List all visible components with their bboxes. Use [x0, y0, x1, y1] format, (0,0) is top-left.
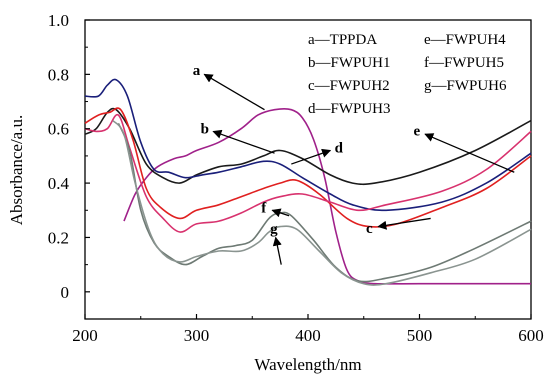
x-tick-label: 500: [407, 326, 433, 345]
y-tick-label: 0.8: [48, 65, 69, 84]
y-tick-label: 0.6: [48, 120, 69, 139]
legend-entry: a—TPPDA: [308, 32, 377, 48]
annotation-layer: a b d e c fg: [193, 63, 515, 265]
series-line-fwpuh6: [112, 120, 532, 286]
y-tick-label: 1.0: [48, 11, 69, 30]
y-tick-label: 0.2: [48, 228, 69, 247]
series-line-fwpuh4: [84, 113, 532, 233]
legend-entry: d—FWPUH3: [308, 101, 391, 117]
annotation-arrow-e: [424, 133, 515, 173]
y-axis-label: Absorbance/a.u.: [7, 115, 26, 225]
annotation-label-c: c: [366, 221, 373, 237]
legend-entry: g—FWPUH6: [424, 78, 507, 94]
annotation-arrow-g: [272, 236, 282, 265]
annotation-arrow-c: [377, 217, 431, 230]
annotation-arrow-f: [271, 208, 290, 218]
annotation-label-a: a: [193, 63, 201, 79]
legend: a—TPPDA b—FWPUH1 c—FWPUH2 d—FWPUH3 e—FWPUH4 f…: [308, 32, 507, 117]
annotation-arrow-d: [291, 148, 332, 165]
x-tick-label: 600: [518, 326, 544, 345]
legend-entry: c—FWPUH2: [308, 78, 390, 94]
y-tick-label: 0.4: [48, 174, 70, 193]
x-tick-label: 200: [72, 326, 98, 345]
series-line-fwpuh2: [84, 107, 532, 228]
annotation-label-e: e: [413, 124, 420, 140]
x-axis-ticks: 200 300 400 500 600: [72, 314, 544, 345]
annotation-label-d: d: [335, 141, 344, 157]
x-tick-label: 400: [295, 326, 321, 345]
legend-entry: e—FWPUH4: [424, 32, 506, 48]
y-axis-ticks: 0 0.2 0.4 0.6 0.8 1.0: [48, 11, 90, 302]
series-line-tppda: [123, 108, 531, 285]
x-axis-label: Wavelength/nm: [254, 355, 361, 374]
annotation-arrow-b: [212, 129, 275, 154]
series-line-fwpuh3: [84, 78, 532, 212]
annotation-label-b: b: [201, 121, 209, 137]
annotation-label-f: f: [261, 200, 267, 216]
series-layer: [84, 78, 532, 286]
x-tick-label: 300: [184, 326, 210, 345]
annotation-label-g: g: [270, 222, 278, 238]
legend-entry: f—FWPUH5: [424, 55, 504, 71]
annotation-arrow-a: [203, 73, 265, 111]
legend-entry: b—FWPUH1: [308, 55, 391, 71]
y-tick-label: 0: [61, 283, 70, 302]
series-line-fwpuh1: [84, 107, 532, 186]
